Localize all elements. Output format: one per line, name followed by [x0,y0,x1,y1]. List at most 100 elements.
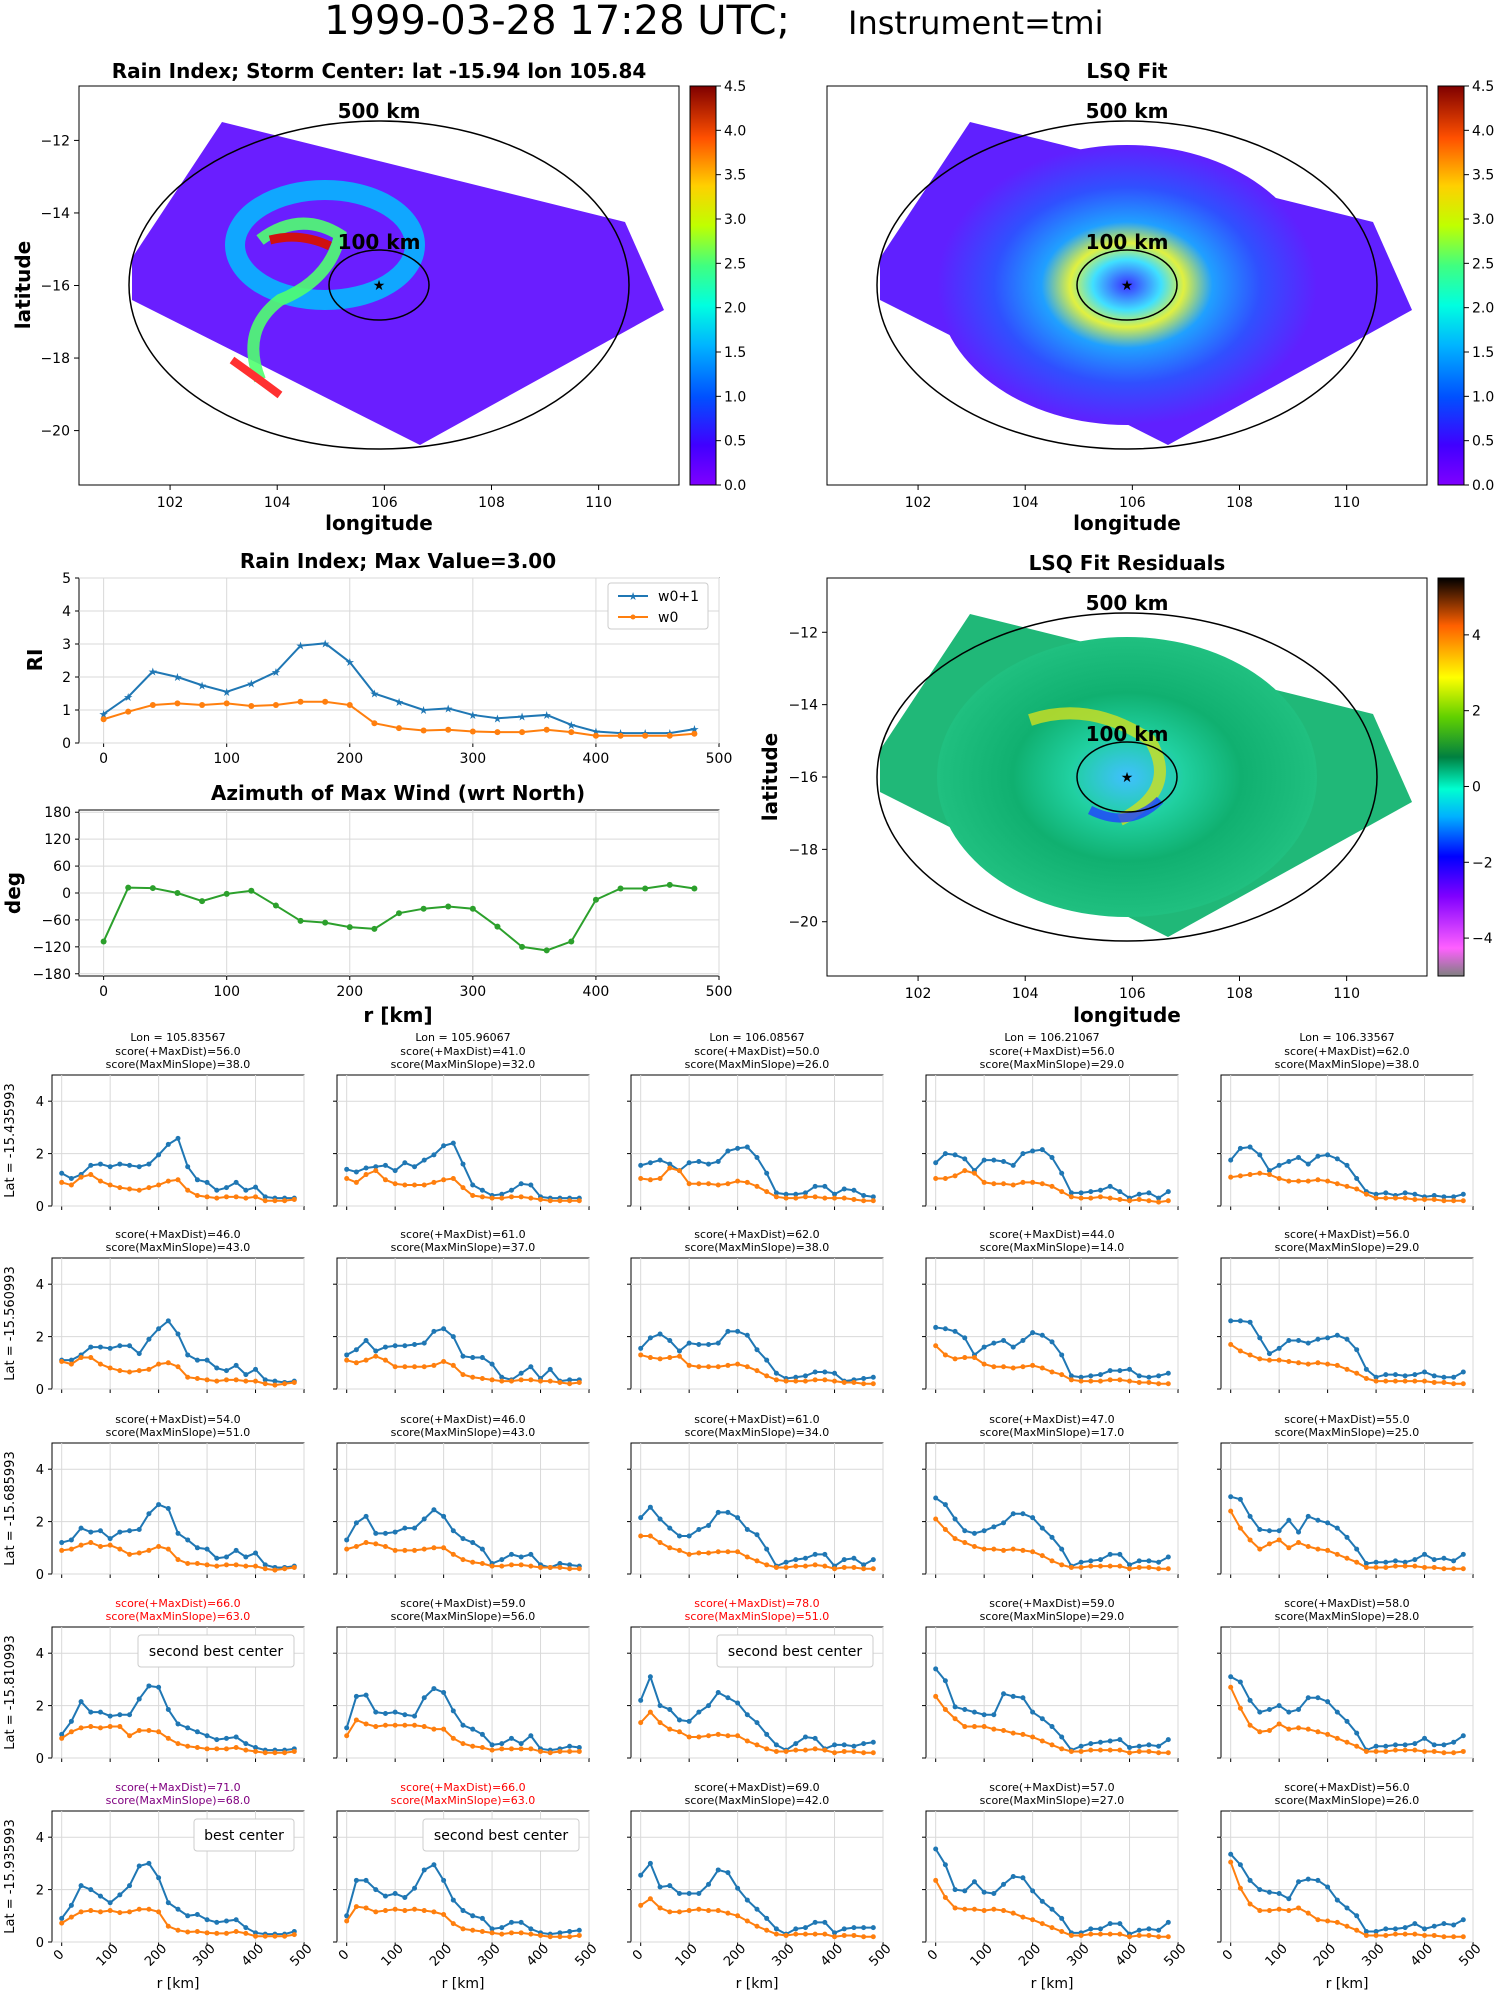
w0-point [392,1364,398,1370]
w0plus1-point [942,1151,948,1157]
candidate-panel: Lon = 105.96067score(+MaxDist)=41.0score… [333,1031,590,1210]
w0-point [1165,1198,1171,1204]
w0-point [1136,1196,1142,1202]
w0plus1-point [412,1885,418,1891]
w0-point [272,1198,278,1204]
w0-point [1247,1172,1253,1178]
w0-point [812,1377,818,1383]
w0plus1-point [764,1357,770,1363]
w0-point [971,1355,977,1361]
w0-point [962,1355,968,1361]
w0plus1-point: ★ [468,709,478,722]
w0plus1-point [1334,1156,1340,1162]
y-tick-label: 2 [36,1148,44,1163]
w0plus1-point [382,1530,388,1536]
w0plus1-point [136,1526,142,1532]
w0-point [802,1931,808,1937]
panel-score-maxminslope: score(MaxMinSlope)=63.0 [391,1794,536,1807]
w0plus1-point [802,1925,808,1931]
w0plus1-point [431,1507,437,1513]
x-tick-label: 400 [583,751,610,767]
w0-point [1402,1195,1408,1201]
w0-point [1030,1549,1036,1555]
w0-point [382,1177,388,1183]
plot-frame [336,1074,590,1207]
w0-point [638,1352,644,1358]
w0-point [1266,1908,1272,1914]
w0plus1-point [450,1140,456,1146]
rain-index-map-title: Rain Index; Storm Center: lat -15.94 lon… [112,59,647,83]
w0plus1-point [156,1875,162,1881]
w0-point [773,1931,779,1937]
w0-point [272,1567,278,1573]
y-tick-label: 2 [36,1884,44,1899]
w0plus1-point [1136,1191,1142,1197]
w0-point [1088,1378,1094,1384]
w0plus1-point [1020,1511,1026,1517]
w0plus1-point [676,1717,682,1723]
w0plus1-point [870,1925,876,1931]
w0plus1-point [1402,1925,1408,1931]
w0plus1-point [793,1741,799,1747]
w0plus1-point [262,1377,268,1383]
x-tick-label: 400 [583,984,610,1000]
w0-point [1344,1366,1350,1372]
x-tick-label: 0 [1220,1947,1236,1963]
w0plus1-point: ★ [443,702,453,715]
w0plus1-point [676,1533,682,1539]
w0plus1-point [107,1536,113,1542]
w0plus1-point [991,1340,997,1346]
w0-point [431,1362,437,1368]
w0-point [933,1877,939,1883]
x-tick-label: 400 [818,1941,846,1969]
w0plus1-point [1001,1691,1007,1697]
w0-point [851,1379,857,1385]
w0plus1-point [233,1179,239,1185]
w0-point [1305,1543,1311,1549]
w0-point [647,1896,653,1902]
w0plus1-point [1325,1335,1331,1341]
w0plus1-point [1156,1927,1162,1933]
w0-point [667,1726,673,1732]
w0-point [1088,1747,1094,1753]
w0-point [136,1368,142,1374]
w0plus1-point [1097,1372,1103,1378]
w0-point [1276,1906,1282,1912]
w0-point [146,1547,152,1553]
w0plus1-point [479,1915,485,1921]
w0-point [421,1724,427,1730]
w0-point [499,1378,505,1384]
colorbar-tick-label: 1.5 [1472,345,1494,361]
w0plus1-point [1451,1374,1457,1380]
w0-point [686,1181,692,1187]
w0-point [88,1724,94,1730]
w0plus1-point [1020,1151,1026,1157]
w0plus1-point [657,1703,663,1709]
w0-point [952,1536,958,1542]
x-tick-label: 0 [336,1947,352,1963]
candidate-panel: score(+MaxDist)=46.0score(MaxMinSlope)=4… [333,1413,590,1578]
w0plus1-point [68,1357,74,1363]
w0-point [557,1564,563,1570]
w0-point [441,1358,447,1364]
w0plus1-point [715,1690,721,1695]
panel-score-maxdist: score(+MaxDist)=71.0 [115,1781,240,1794]
w0-point [1431,1564,1437,1570]
w0-point [1431,1748,1437,1754]
w0-point [1441,1198,1447,1204]
w0plus1-point [706,1881,712,1887]
x-tick-label: 104 [1012,495,1039,511]
w0plus1-point [194,1729,200,1735]
w0-point [822,1195,828,1201]
w0-point [861,1381,867,1387]
w0-point [1315,1546,1321,1552]
w0-point [647,1177,653,1183]
w0plus1-point [981,1344,987,1350]
w0-point [1156,1199,1162,1205]
x-tick-label: 300 [770,1941,798,1969]
w0plus1-point [861,1741,867,1747]
w0-point [204,1194,210,1200]
w0plus1-point [97,1161,103,1167]
w0plus1-point [441,1513,447,1519]
w0-point [441,1545,447,1551]
